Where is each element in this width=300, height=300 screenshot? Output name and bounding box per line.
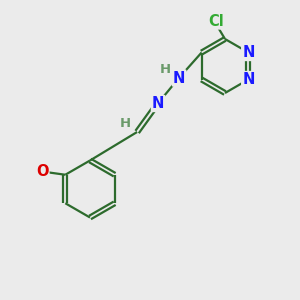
Text: H: H <box>120 117 131 130</box>
Text: Cl: Cl <box>208 14 224 28</box>
Text: N: N <box>242 72 255 87</box>
Text: N: N <box>152 96 164 111</box>
Text: O: O <box>36 164 49 179</box>
Text: N: N <box>242 45 255 60</box>
Text: N: N <box>173 70 185 86</box>
Text: H: H <box>160 63 171 76</box>
